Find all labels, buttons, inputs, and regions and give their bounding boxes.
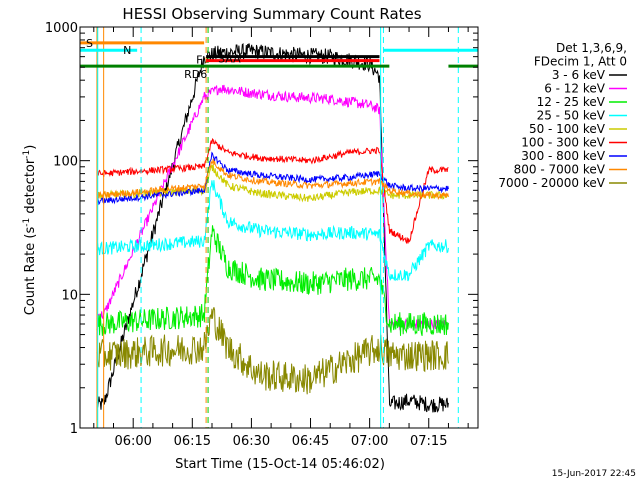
legend-label: 12 - 25 keV	[537, 95, 606, 109]
y-tick-label: 1	[70, 422, 78, 437]
x-tick-label: 06:30	[233, 434, 270, 449]
series-50-100-kev	[96, 164, 449, 203]
y-tick-label: 10	[61, 288, 78, 303]
y-axis-label-sup2: -1	[22, 150, 32, 159]
x-tick-label: 07:15	[410, 434, 447, 449]
flag-rd6-label: RD6	[184, 68, 207, 81]
generated-timestamp: 15-Jun-2017 22:45	[552, 469, 636, 479]
series-800-7000-kev	[96, 158, 449, 201]
legend-label: 50 - 100 keV	[529, 122, 606, 136]
legend-label: 800 - 7000 keV	[514, 163, 606, 177]
legend-label: 100 - 300 keV	[521, 136, 605, 150]
plot-area: S N F SAA RD6	[80, 27, 478, 428]
x-tick-label: 06:15	[174, 434, 211, 449]
series-7000-20000-kev	[96, 307, 449, 395]
y-tick-label: 1000	[45, 21, 78, 36]
y-axis-label-mid: detector	[23, 158, 38, 218]
plot-frame	[79, 26, 479, 429]
flag-n-label: N	[123, 44, 131, 57]
x-axis-label: Start Time (15-Oct-14 05:46:02)	[175, 457, 385, 472]
legend-header-1: Det 1,3,6,9,	[556, 41, 627, 55]
axes: 1 10 100 1000 06:00 06:15 06:30 06:45 07:00 07:15	[45, 21, 479, 449]
legend-label: 6 - 12 keV	[544, 82, 606, 96]
legend-label: 25 - 50 keV	[537, 109, 606, 123]
chart-title: HESSI Observing Summary Count Rates	[122, 5, 421, 23]
series-12-25-kev	[96, 225, 449, 337]
y-axis-label-end: )	[23, 145, 38, 150]
series-3-6-kev	[96, 42, 449, 413]
legend-label: 300 - 800 keV	[521, 149, 605, 163]
legend-label: 7000 - 20000 keV	[498, 176, 605, 190]
legend-header-2: FDecim 1, Att 0	[534, 55, 627, 69]
x-tick-label: 07:00	[351, 434, 388, 449]
y-axis-label: Count Rate (s-1 detector-1)	[22, 145, 38, 316]
series-25-50-kev	[96, 180, 449, 282]
series-300-800-kev	[96, 151, 449, 206]
y-axis-label-main: Count Rate (s	[23, 227, 38, 316]
flag-saa-label: SAA	[218, 53, 241, 66]
series-100-300-kev	[96, 138, 449, 245]
y-tick-label: 100	[53, 155, 78, 170]
x-tick-label: 06:00	[114, 434, 151, 449]
legend-label: 3 - 6 keV	[552, 68, 606, 82]
y-axis-label-sup1: -1	[22, 218, 32, 227]
x-tick-label: 06:45	[292, 434, 329, 449]
flag-s-label: S	[86, 37, 93, 50]
flag-f-label: F	[196, 54, 202, 67]
